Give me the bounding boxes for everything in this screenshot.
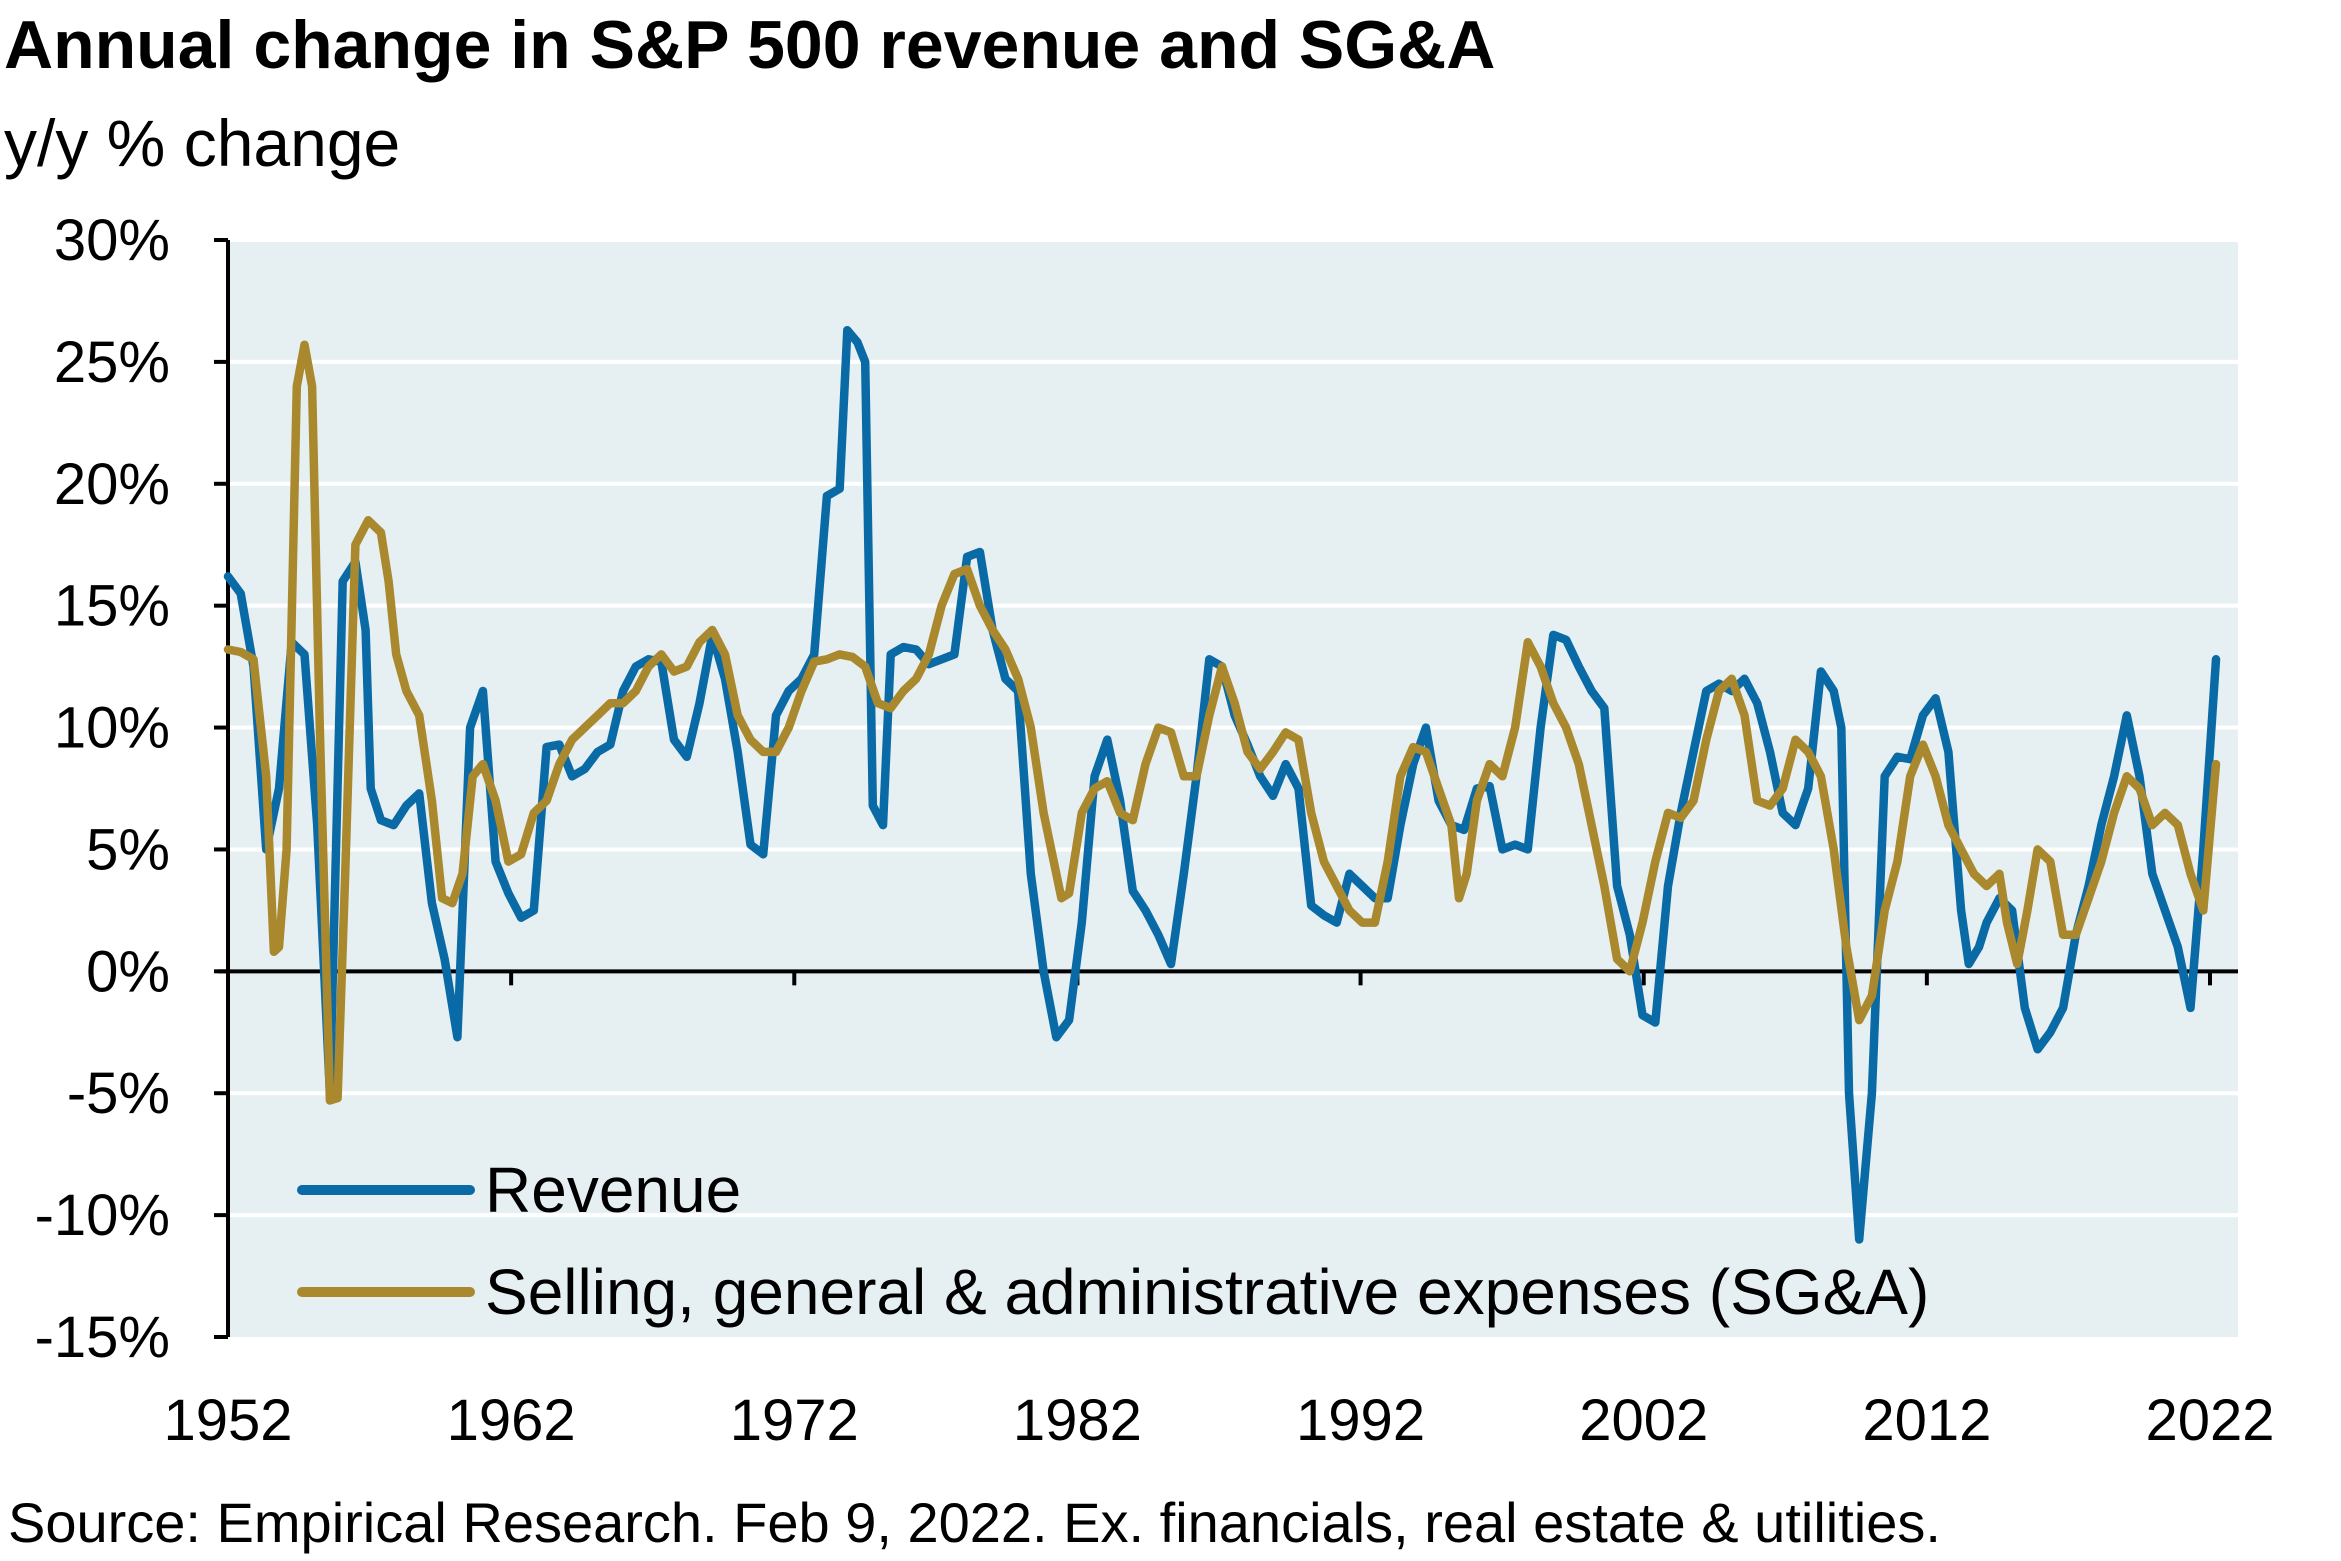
y-tick-label: 10% [54,696,170,761]
y-tick-label: -15% [35,1305,170,1370]
axes [218,240,2238,1337]
plot-area [228,240,2238,1337]
y-tick-label: 20% [54,452,170,517]
chart-title: Annual change in S&P 500 revenue and SG&… [4,7,1496,83]
series-lines [223,325,2221,1244]
legend-label-revenue: Revenue [485,1154,741,1226]
gridlines [228,238,2238,1218]
source-note: Source: Empirical Research. Feb 9, 2022.… [8,1491,1941,1554]
series-line-sga [223,340,2221,1105]
y-tick-label: 0% [86,939,170,1004]
x-tick-label: 1982 [1013,1388,1142,1453]
x-tick-label: 1952 [163,1388,292,1453]
legend: Revenue Selling, general & administrative… [297,1154,1929,1328]
chart-subtitle: y/y % change [4,106,401,180]
y-tick-label: 15% [54,574,170,639]
y-tick-label: 30% [54,208,170,273]
y-tick-label: 5% [86,817,170,882]
x-tick-label: 2002 [1579,1388,1708,1453]
x-tick-label: 1992 [1296,1388,1425,1453]
x-tick-label: 1962 [447,1388,576,1453]
series-line-revenue [223,325,2221,1244]
y-axis-ticks: -15% -10% -5% 0% 5% 10% 15% 20% 25% 30% [35,208,228,1370]
x-tick-label: 2012 [1862,1388,1991,1453]
y-tick-label: -10% [35,1183,170,1248]
y-tick-label: -5% [67,1061,170,1126]
legend-label-sga: Selling, general & administrative expens… [485,1256,1929,1328]
x-tick-label: 2022 [2145,1388,2274,1453]
y-tick-label: 25% [54,330,170,395]
x-axis-ticks: 1952 1962 1972 1982 1992 2002 2012 2022 [163,971,2275,1453]
x-tick-label: 1972 [730,1388,859,1453]
